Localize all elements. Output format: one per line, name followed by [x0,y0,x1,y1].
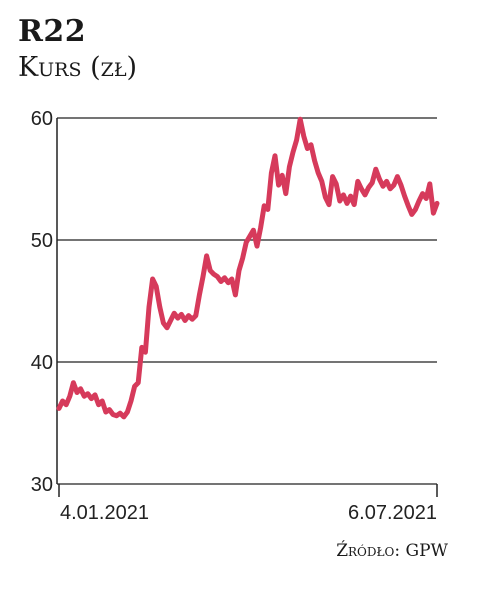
x-start-label: 4.01.2021 [60,502,149,524]
chart-title: R22 [18,14,87,49]
y-tick-label: 30 [31,474,53,496]
y-tick-label: 50 [31,230,53,252]
price-series-line [56,116,440,420]
y-tick-label: 60 [31,108,53,130]
chart-subtitle: Kurs (zł) [18,52,138,83]
y-tick-label: 40 [31,352,53,374]
grid-lines [57,117,437,485]
source-note: Źródło: GPW [336,541,448,561]
y-tick-labels: 30 40 50 60 [31,108,53,496]
x-end-label: 6.07.2021 [348,502,437,524]
